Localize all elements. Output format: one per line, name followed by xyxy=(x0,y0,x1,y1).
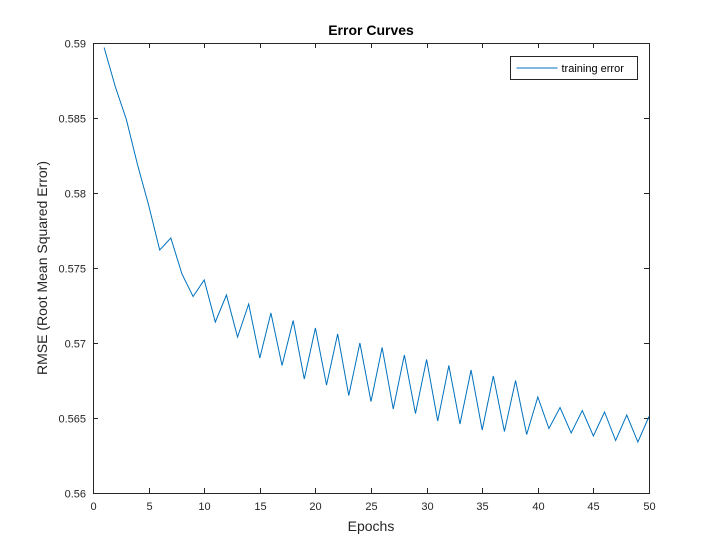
y-tick-label: 0.58 xyxy=(65,189,86,201)
legend-label-training-error: training error xyxy=(562,63,625,75)
x-tick-label: 0 xyxy=(90,501,96,513)
y-axis-label: RMSE (Root Mean Squared Error) xyxy=(34,161,50,375)
series-line-training-error xyxy=(103,47,650,444)
x-tick-label: 5 xyxy=(146,501,152,513)
y-tick-labels: 0.56 0.565 0.57 0.575 0.58 0.585 0.59 xyxy=(58,39,86,501)
y-tick-label: 0.57 xyxy=(65,339,86,351)
x-tick-label: 50 xyxy=(643,501,655,513)
y-tick-label: 0.565 xyxy=(58,414,86,426)
x-tick-label: 30 xyxy=(421,501,433,513)
legend-box xyxy=(510,56,638,80)
x-tick-label: 25 xyxy=(365,501,377,513)
x-tick-label: 20 xyxy=(309,501,321,513)
x-tick-label: 15 xyxy=(254,501,266,513)
x-tick-label: 35 xyxy=(476,501,488,513)
plot-border xyxy=(93,43,650,494)
x-axis-label: Epochs xyxy=(348,518,395,534)
y-tick-label: 0.59 xyxy=(65,39,86,51)
series-layer xyxy=(103,47,650,444)
x-tick-label: 40 xyxy=(532,501,544,513)
chart-title: Error Curves xyxy=(328,22,414,38)
y-tick-label: 0.575 xyxy=(58,264,86,276)
legend: training error xyxy=(510,56,638,80)
y-tick-label: 0.56 xyxy=(65,489,86,501)
x-tick-label: 45 xyxy=(587,501,599,513)
x-tick-label: 10 xyxy=(198,501,210,513)
y-tick-label: 0.585 xyxy=(58,114,86,126)
plot-area xyxy=(93,43,649,493)
x-tick-labels: 0 5 10 15 20 25 30 35 40 45 50 xyxy=(90,501,655,513)
